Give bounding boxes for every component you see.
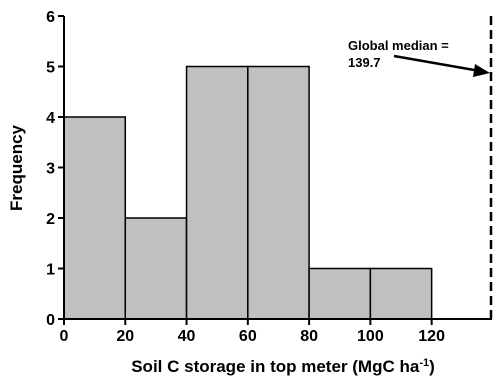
y-tick-label: 1 bbox=[46, 262, 55, 279]
y-tick-label: 5 bbox=[46, 60, 55, 77]
x-tick-label: 120 bbox=[418, 328, 445, 345]
y-tick-label: 4 bbox=[46, 110, 55, 127]
histogram-bar-3 bbox=[185, 65, 249, 320]
x-axis-label-superscript: -1 bbox=[419, 357, 429, 369]
annotation-line-1: Global median = bbox=[348, 38, 449, 53]
histogram-bar-4 bbox=[247, 65, 310, 320]
histogram-bar-2 bbox=[124, 217, 188, 320]
histogram-bars bbox=[63, 65, 433, 320]
y-tick-label: 3 bbox=[46, 161, 55, 178]
y-axis-label: Frequency bbox=[7, 124, 26, 211]
y-tick-label: 2 bbox=[46, 211, 55, 228]
x-tick-label: 100 bbox=[357, 328, 384, 345]
x-tick-label: 20 bbox=[116, 328, 134, 345]
annotation-arrow bbox=[393, 54, 481, 73]
x-tick-label: 60 bbox=[239, 328, 257, 345]
x-tick-label: 40 bbox=[178, 328, 196, 345]
x-axis-label-main: Soil C storage in top meter (MgC ha bbox=[131, 357, 420, 376]
histogram-bar-1 bbox=[63, 116, 127, 320]
histogram-bar-6 bbox=[369, 267, 433, 320]
y-tick-label: 6 bbox=[46, 9, 55, 26]
annotation-arrowhead bbox=[473, 64, 490, 77]
histogram-bar-5 bbox=[308, 267, 372, 320]
axes bbox=[58, 15, 492, 325]
x-axis-label-end: ) bbox=[429, 357, 435, 376]
x-tick-label: 80 bbox=[300, 328, 318, 345]
y-tick-label: 0 bbox=[46, 312, 55, 329]
x-axis-label: Soil C storage in top meter (MgC ha-1) bbox=[131, 357, 435, 376]
annotation-line-2: 139.7 bbox=[348, 55, 381, 70]
x-tick-label: 0 bbox=[60, 328, 69, 345]
